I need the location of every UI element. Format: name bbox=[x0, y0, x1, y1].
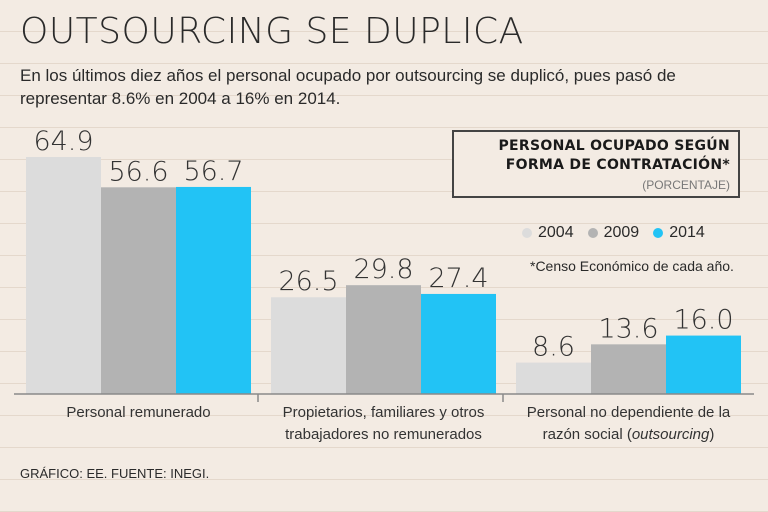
legend-items: 2004 2009 2014 bbox=[522, 224, 705, 242]
legend-swatch-2004 bbox=[522, 228, 532, 238]
bar-2009-group-1 bbox=[101, 187, 176, 394]
value-label-2009-group-3: 13.6 bbox=[598, 313, 658, 344]
category-label-2-line-1: Propietarios, familiares y otros bbox=[283, 404, 485, 421]
value-label-2014-group-1: 56.7 bbox=[183, 156, 243, 187]
bar-2004-group-2 bbox=[271, 297, 346, 394]
category-label-3-line-2: razón social (outsourcing) bbox=[543, 426, 715, 443]
value-label-2009-group-2: 29.8 bbox=[353, 254, 413, 285]
value-label-2009-group-1: 56.6 bbox=[108, 156, 168, 187]
bar-2009-group-2 bbox=[346, 285, 421, 394]
category-label-1-line-1: Personal remunerado bbox=[66, 404, 210, 421]
bar-2004-group-1 bbox=[26, 157, 101, 394]
source-credit: GRÁFICO: EE. FUENTE: INEGI. bbox=[20, 466, 210, 481]
legend-item-2009: 2009 bbox=[587, 224, 640, 242]
value-label-2014-group-2: 27.4 bbox=[428, 263, 488, 294]
bar-2004-group-3 bbox=[516, 362, 591, 394]
legend-label-2014: 2014 bbox=[669, 224, 705, 241]
legend-box: PERSONAL OCUPADO SEGÚN FORMA DE CONTRATA… bbox=[452, 130, 740, 198]
legend-swatch-2009 bbox=[587, 228, 598, 238]
value-label-2004-group-1: 64.9 bbox=[33, 126, 93, 157]
value-label-2004-group-2: 26.5 bbox=[278, 266, 338, 297]
legend-swatch-2014 bbox=[653, 228, 664, 238]
category-label-2-line-2: trabajadores no remunerados bbox=[285, 426, 482, 443]
legend-title: PERSONAL OCUPADO SEGÚN FORMA DE CONTRATA… bbox=[498, 138, 730, 173]
value-label-2014-group-3: 16.0 bbox=[673, 305, 733, 336]
legend-note: *Censo Económico de cada año. bbox=[530, 258, 734, 274]
chart-subtitle: En los últimos diez años el personal ocu… bbox=[20, 66, 676, 108]
legend-item-2014: 2014 bbox=[653, 224, 705, 242]
category-label-3-line-1: Personal no dependiente de la bbox=[527, 404, 731, 421]
legend-item-2004: 2004 bbox=[522, 224, 574, 242]
chart-title: OUTSOURCING SE DUPLICA bbox=[20, 11, 524, 52]
bar-2014-group-1 bbox=[176, 186, 251, 394]
bar-2014-group-2 bbox=[421, 293, 496, 394]
bar-2009-group-3 bbox=[591, 344, 666, 394]
bar-2014-group-3 bbox=[666, 335, 741, 394]
legend-unit: (PORCENTAJE) bbox=[642, 178, 730, 192]
legend-label-2004: 2004 bbox=[538, 224, 574, 241]
legend-label-2009: 2009 bbox=[603, 224, 640, 241]
value-label-2004-group-3: 8.6 bbox=[532, 332, 575, 363]
